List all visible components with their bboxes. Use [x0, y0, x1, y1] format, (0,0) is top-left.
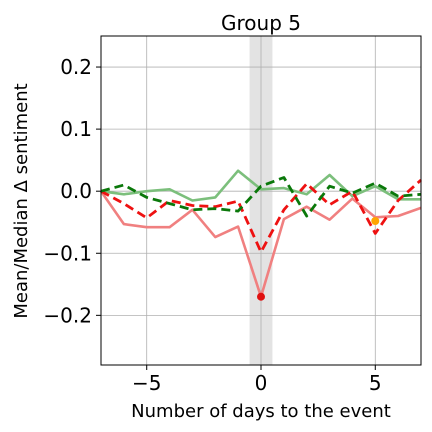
y-tick-label: −0.2: [43, 303, 92, 327]
series-line-4: [100, 176, 422, 218]
highlight-point-1: [257, 292, 265, 301]
y-tick-label: −0.1: [43, 241, 92, 265]
chart-title: Group 5: [221, 11, 301, 35]
series-line-2: [100, 169, 421, 202]
x-tick-label: −5: [132, 371, 161, 395]
y-axis-label: Mean/Median Δ sentiment: [11, 83, 32, 318]
y-tick-label: 0.2: [60, 55, 92, 79]
y-tick-label: 0.0: [60, 179, 92, 203]
x-tick-label: 5: [369, 371, 382, 395]
highlight-point-2: [371, 216, 380, 225]
y-tick-label: 0.1: [60, 117, 92, 141]
x-tick-label: 0: [255, 371, 268, 395]
series-line-3: [100, 178, 422, 254]
x-axis-label: Number of days to the event: [131, 401, 391, 422]
plot-area: −5 0 5 0.2 0.1 0.0 −0.1 −0.2: [43, 35, 422, 395]
